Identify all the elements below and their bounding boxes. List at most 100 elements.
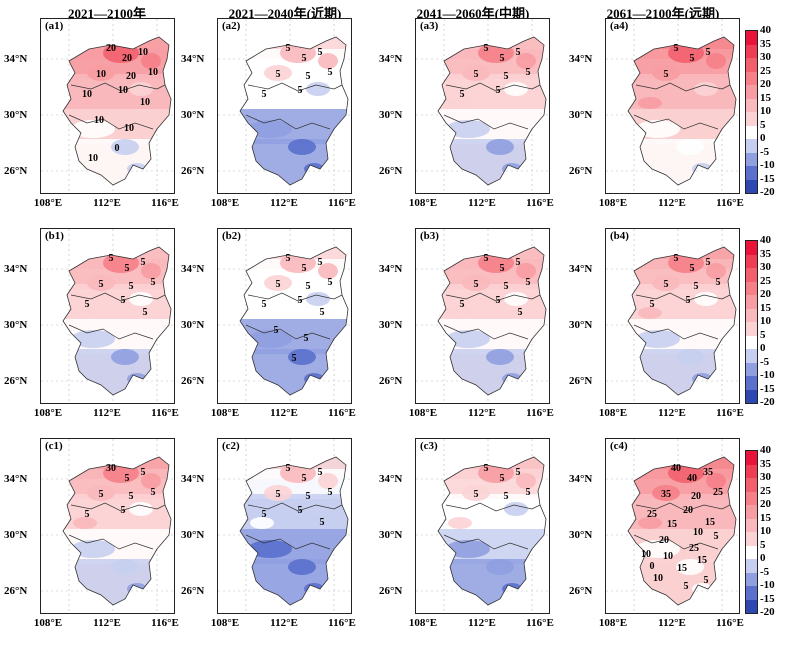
field-band bbox=[438, 139, 546, 185]
lat-tick-label: 26°N bbox=[569, 375, 593, 387]
colorbar-segment bbox=[746, 152, 757, 166]
contour-label: 5 bbox=[500, 53, 505, 64]
contour-label: 35 bbox=[703, 467, 713, 478]
colorbar bbox=[745, 30, 758, 194]
contour-label: 40 bbox=[671, 463, 681, 474]
lat-tick-label: 30°N bbox=[181, 529, 205, 541]
field-blob bbox=[71, 120, 115, 138]
province-border bbox=[245, 534, 331, 550]
field-blob bbox=[250, 97, 274, 109]
colorbar-segment bbox=[746, 44, 757, 58]
contour-label: 5 bbox=[496, 295, 501, 306]
lat-tick-label: 30°N bbox=[181, 319, 205, 331]
map-panel-c1: (c1) 30 5 5 5 5 5 5 5 bbox=[40, 438, 175, 614]
region-outline bbox=[62, 246, 172, 396]
lat-tick-label: 34°N bbox=[379, 263, 403, 275]
colorbar-tick-label: 25 bbox=[760, 64, 771, 77]
colorbar-tick-label: 15 bbox=[760, 301, 771, 314]
lon-tick-label: 112°E bbox=[270, 407, 298, 419]
field-blob bbox=[636, 120, 680, 138]
lat-tick-label: 26°N bbox=[379, 585, 403, 597]
field-blob bbox=[692, 163, 712, 175]
contour-label: 40 bbox=[687, 473, 697, 484]
col-title-1: 2021—2100年 bbox=[67, 6, 147, 21]
contour-label: 5 bbox=[302, 53, 307, 64]
contour-label: 5 bbox=[474, 279, 479, 290]
field-band bbox=[628, 559, 736, 605]
province-border bbox=[245, 114, 331, 130]
colorbar-tick-label: 30 bbox=[760, 51, 771, 63]
contour-label: 5 bbox=[516, 257, 521, 268]
contour-label: 5 bbox=[276, 69, 281, 80]
colorbar-tick-label: 0 bbox=[760, 342, 766, 354]
lon-tick-label: 112°E bbox=[468, 617, 496, 629]
colorbar-tick-label: 5 bbox=[760, 538, 766, 551]
field-blob bbox=[87, 275, 115, 291]
colorbar-tick-label: 15 bbox=[760, 511, 771, 524]
lat-tick-label: 26°N bbox=[569, 165, 593, 177]
lon-tick-label: 108°E bbox=[33, 197, 63, 209]
field-band bbox=[240, 559, 348, 605]
panel-label: (b2) bbox=[222, 230, 241, 242]
colorbar-tick-label: 20 bbox=[760, 78, 771, 90]
contour-label: 10 bbox=[663, 551, 673, 562]
lon-tick-label: 116°E bbox=[526, 617, 554, 629]
lon-tick-label: 116°E bbox=[151, 617, 179, 629]
lon-tick-label: 112°E bbox=[658, 197, 686, 209]
colorbar-segment bbox=[746, 478, 757, 492]
lon-tick-label: 116°E bbox=[526, 197, 554, 209]
lon-tick-label: 116°E bbox=[328, 407, 356, 419]
colorbar-segment bbox=[746, 254, 757, 268]
lon-tick-label: 108°E bbox=[408, 197, 438, 209]
contour-label: 5 bbox=[302, 263, 307, 274]
contour-label: 5 bbox=[286, 253, 291, 264]
colorbar-segment bbox=[746, 505, 757, 519]
contour-label: 5 bbox=[274, 325, 279, 336]
contour-label: 5 bbox=[484, 463, 489, 474]
panel-label: (a3) bbox=[420, 20, 439, 32]
field-blob bbox=[516, 263, 536, 279]
field-blob bbox=[446, 330, 490, 348]
lat-tick-label: 34°N bbox=[181, 473, 205, 485]
colorbar-tick-label: 40 bbox=[760, 24, 771, 36]
province-border bbox=[445, 292, 541, 302]
field-blob bbox=[129, 502, 153, 516]
field-blob bbox=[71, 330, 115, 348]
contour-label: 5 bbox=[125, 263, 130, 274]
field-blob bbox=[692, 373, 712, 385]
contour-label: 5 bbox=[690, 263, 695, 274]
lon-tick-label: 112°E bbox=[468, 407, 496, 419]
panel-label: (a4) bbox=[610, 20, 629, 32]
contour-label: 10 bbox=[641, 549, 651, 560]
province-border bbox=[635, 502, 731, 512]
field-band bbox=[63, 559, 171, 605]
colorbar-tick-label: 20 bbox=[760, 498, 771, 510]
lat-tick-label: 30°N bbox=[181, 109, 205, 121]
panel-label: (c1) bbox=[45, 440, 63, 452]
colorbar-tick-label: -10 bbox=[760, 159, 775, 171]
colorbar-segment bbox=[746, 295, 757, 309]
contour-label: 5 bbox=[121, 505, 126, 516]
province-border bbox=[445, 502, 541, 512]
contour-label: 5 bbox=[328, 487, 333, 498]
contour-label: 20 bbox=[106, 43, 116, 54]
colorbar-tick-label: 15 bbox=[760, 91, 771, 104]
region-outline bbox=[627, 36, 737, 186]
lon-tick-label: 112°E bbox=[658, 617, 686, 629]
contour-label: 0 bbox=[650, 561, 655, 572]
field-blob bbox=[318, 473, 338, 489]
contour-label: 5 bbox=[99, 489, 104, 500]
field-blob bbox=[306, 502, 330, 516]
field-blob bbox=[504, 502, 528, 516]
region-outline bbox=[437, 36, 547, 186]
lon-tick-label: 112°E bbox=[270, 197, 298, 209]
contour-label: 15 bbox=[697, 555, 707, 566]
field-blob bbox=[638, 97, 662, 109]
map-panel-c4: (c4) 40 40 35 35 20 25 25 20 15 20 25 15 10 15 10 5 15 5 0 5… bbox=[605, 438, 740, 614]
contour-label: 5 bbox=[496, 85, 501, 96]
province-border bbox=[635, 292, 731, 302]
contour-label: 10 bbox=[653, 573, 663, 584]
